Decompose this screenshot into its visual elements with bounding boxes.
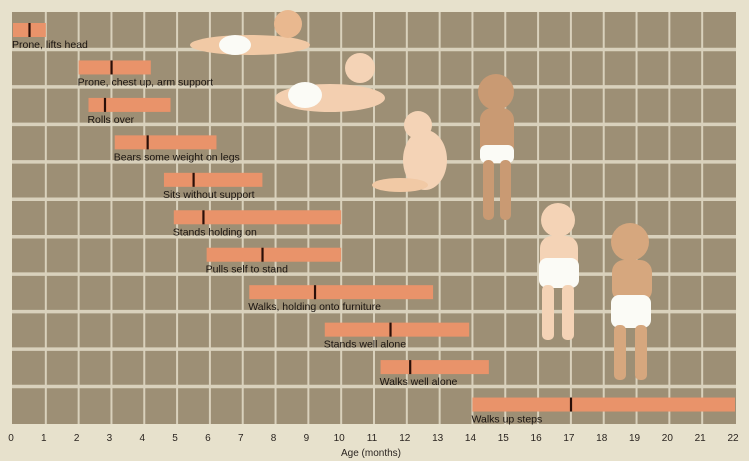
milestone-row: Stands holding on <box>173 210 342 238</box>
median-marker <box>389 322 392 337</box>
milestone-row: Stands well alone <box>324 322 470 351</box>
x-tick-label: 21 <box>695 433 707 444</box>
range-bar <box>78 60 151 75</box>
baby-illustrations <box>190 10 652 380</box>
x-tick-label: 8 <box>271 433 277 444</box>
baby-chest-up-illustration <box>275 53 385 112</box>
x-tick-label: 1 <box>41 433 47 444</box>
x-tick-label: 3 <box>107 433 113 444</box>
median-marker <box>261 247 264 262</box>
range-bar <box>472 397 735 412</box>
median-marker <box>409 360 412 375</box>
milestone-label: Prone, lifts head <box>12 39 88 51</box>
x-tick-label: 5 <box>172 433 178 444</box>
milestone-label: Pulls self to stand <box>206 264 288 276</box>
x-tick-label: 2 <box>74 433 80 444</box>
milestone-label: Walks, holding onto furniture <box>248 301 381 313</box>
x-tick-label: 6 <box>205 433 211 444</box>
milestone-label: Walks up steps <box>471 414 542 426</box>
median-marker <box>313 285 317 300</box>
baby-prone-illustration <box>190 10 310 55</box>
x-tick-label: 19 <box>629 433 641 444</box>
median-marker <box>202 210 205 225</box>
baby-standing-holding-illustration <box>478 74 514 220</box>
x-axis-label: Age (months) <box>341 448 401 459</box>
x-tick-label: 7 <box>238 433 244 444</box>
median-marker <box>192 172 195 187</box>
milestone-label: Rolls over <box>87 114 134 126</box>
milestone-row: Walks, holding onto furniture <box>248 285 434 313</box>
range-bar <box>380 360 489 375</box>
milestone-row: Walks up steps <box>471 397 735 426</box>
baby-standing-illustration <box>539 203 579 340</box>
median-marker <box>103 97 107 112</box>
milestone-row: Pulls self to stand <box>206 247 342 276</box>
x-tick-label: 14 <box>465 433 477 444</box>
median-marker <box>146 135 149 150</box>
milestone-label: Walks well alone <box>380 376 458 388</box>
x-tick-label: 10 <box>334 433 346 444</box>
x-axis-ticks: 0 1 2 3 4 5 6 7 8 9 10 11 12 13 14 15 16 17 18 19 20 21 22 <box>8 433 739 444</box>
milestone-row: Walks well alone <box>380 360 489 388</box>
median-marker <box>28 23 31 37</box>
x-tick-label: 11 <box>367 433 378 444</box>
milestone-label: Sits without support <box>163 189 255 201</box>
x-tick-label: 9 <box>304 433 310 444</box>
x-tick-label: 13 <box>432 433 444 444</box>
median-marker <box>569 397 573 412</box>
range-bar <box>173 210 342 225</box>
milestone-row: Prone, lifts head <box>12 23 88 51</box>
milestone-row: Bears some weight on legs <box>114 135 240 163</box>
x-tick-label: 12 <box>399 433 411 444</box>
range-bar <box>163 172 263 187</box>
milestone-row: Sits without support <box>163 172 263 201</box>
x-tick-label: 16 <box>531 433 543 444</box>
baby-walking-illustration <box>611 223 652 380</box>
x-tick-label: 18 <box>596 433 608 444</box>
range-bar <box>114 135 217 150</box>
x-tick-label: 20 <box>662 433 674 444</box>
x-tick-label: 22 <box>727 433 739 444</box>
range-bar <box>206 247 342 262</box>
range-bar <box>249 285 434 300</box>
range-bar <box>88 97 171 112</box>
milestone-label: Prone, chest up, arm support <box>78 76 213 88</box>
range-bar <box>324 322 470 337</box>
milestone-label: Bears some weight on legs <box>114 151 240 163</box>
x-tick-label: 15 <box>498 433 510 444</box>
bars: Prone, lifts head Prone, chest up, arm su… <box>12 23 735 426</box>
milestone-label: Stands holding on <box>173 226 257 238</box>
x-tick-label: 4 <box>139 433 145 444</box>
median-marker <box>110 60 113 75</box>
x-tick-label: 0 <box>8 433 14 444</box>
milestone-label: Stands well alone <box>324 339 406 351</box>
milestone-row: Rolls over <box>87 97 171 126</box>
milestone-row: Prone, chest up, arm support <box>78 60 213 88</box>
x-tick-label: 17 <box>563 433 575 444</box>
baby-sitting-illustration <box>372 111 447 192</box>
